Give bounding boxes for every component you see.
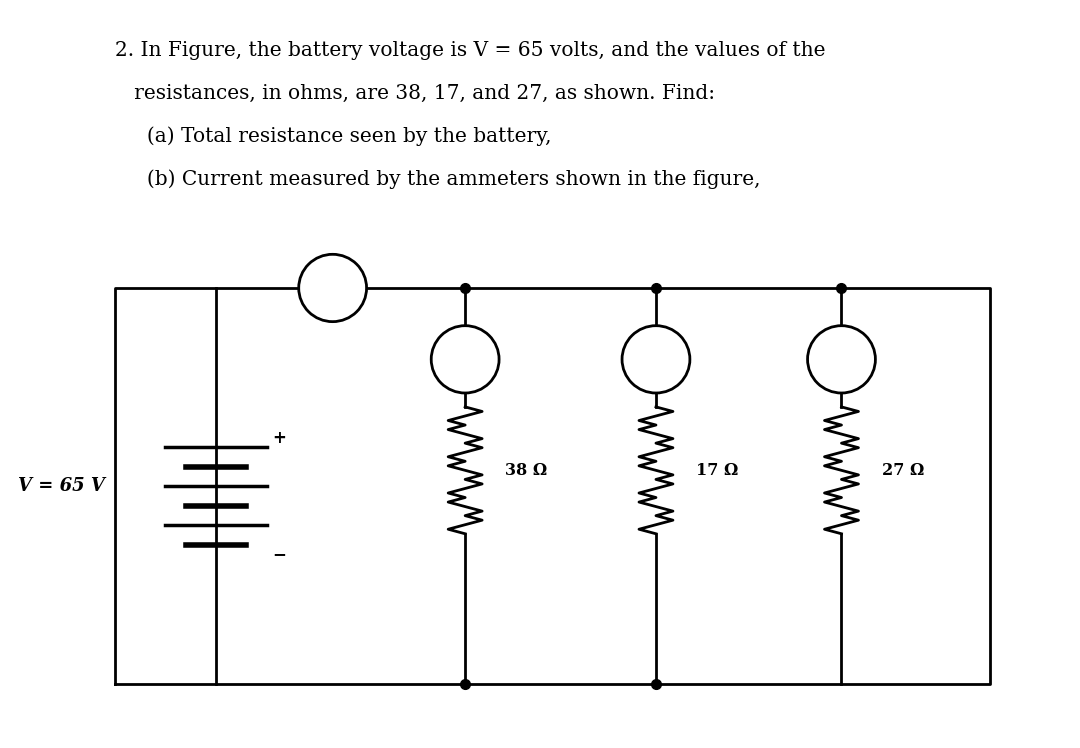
Text: −: − xyxy=(272,545,286,563)
Text: V = 65 V: V = 65 V xyxy=(18,477,105,495)
Ellipse shape xyxy=(808,325,876,393)
Text: $I_2$: $I_2$ xyxy=(650,347,662,364)
Text: 38 Ω: 38 Ω xyxy=(505,462,548,479)
Ellipse shape xyxy=(431,325,499,393)
Text: 17 Ω: 17 Ω xyxy=(697,462,739,479)
Text: I: I xyxy=(329,281,336,295)
Text: resistances, in ohms, are 38, 17, and 27, as shown. Find:: resistances, in ohms, are 38, 17, and 27… xyxy=(116,84,715,102)
Text: $I_1$: $I_1$ xyxy=(459,347,471,364)
Ellipse shape xyxy=(299,254,366,322)
Text: $I_3$: $I_3$ xyxy=(836,347,847,364)
Ellipse shape xyxy=(622,325,690,393)
Text: (a) Total resistance seen by the battery,: (a) Total resistance seen by the battery… xyxy=(116,126,552,146)
Text: 27 Ω: 27 Ω xyxy=(881,462,924,479)
Text: 2. In Figure, the battery voltage is V = 65 volts, and the values of the: 2. In Figure, the battery voltage is V =… xyxy=(116,41,826,60)
Text: (b) Current measured by the ammeters shown in the figure,: (b) Current measured by the ammeters sho… xyxy=(116,169,760,188)
Text: +: + xyxy=(272,429,286,447)
